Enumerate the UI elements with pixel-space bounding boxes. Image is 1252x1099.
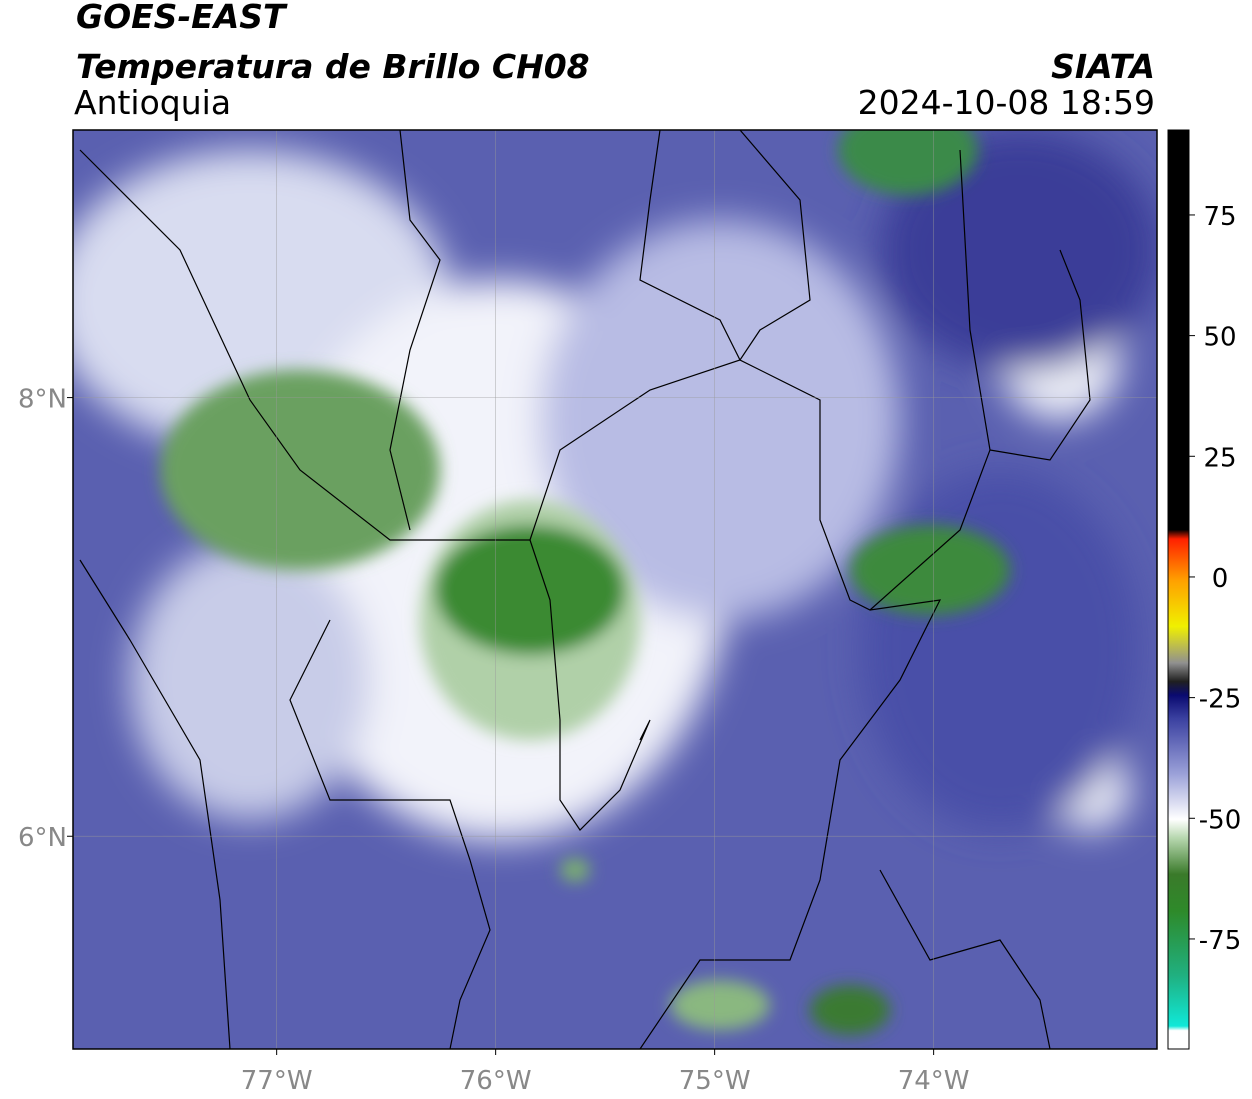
colorbar-tick-label: 0: [1212, 564, 1229, 594]
colorbar-tick-label: 25: [1203, 443, 1236, 473]
agency: SIATA: [1051, 47, 1155, 86]
y-tick-label: 8°N: [18, 385, 67, 415]
x-tick-label: 74°W: [898, 1066, 970, 1096]
colorbar-tick-label: -75: [1199, 926, 1241, 956]
colorbar-tick-label: 50: [1203, 323, 1236, 353]
colorbar-tick-label: -25: [1199, 685, 1241, 715]
timestamp: 2024-10-08 18:59: [858, 83, 1155, 122]
colorbar: [1167, 129, 1190, 1050]
imagery: [73, 130, 1157, 1049]
y-tick-label: 6°N: [18, 823, 67, 853]
map-frame: [72, 129, 1158, 1050]
x-tick-label: 77°W: [241, 1066, 313, 1096]
source: GOES-EAST: [76, 0, 288, 36]
colorbar-tick-label: 75: [1203, 202, 1236, 232]
x-tick-label: 76°W: [460, 1066, 532, 1096]
colorbar-tick-label: -50: [1199, 805, 1241, 835]
title: Temperatura de Brillo CH08: [76, 47, 590, 86]
region: Antioquia: [74, 83, 231, 122]
x-tick-label: 75°W: [679, 1066, 751, 1096]
grid: [73, 130, 1157, 1049]
